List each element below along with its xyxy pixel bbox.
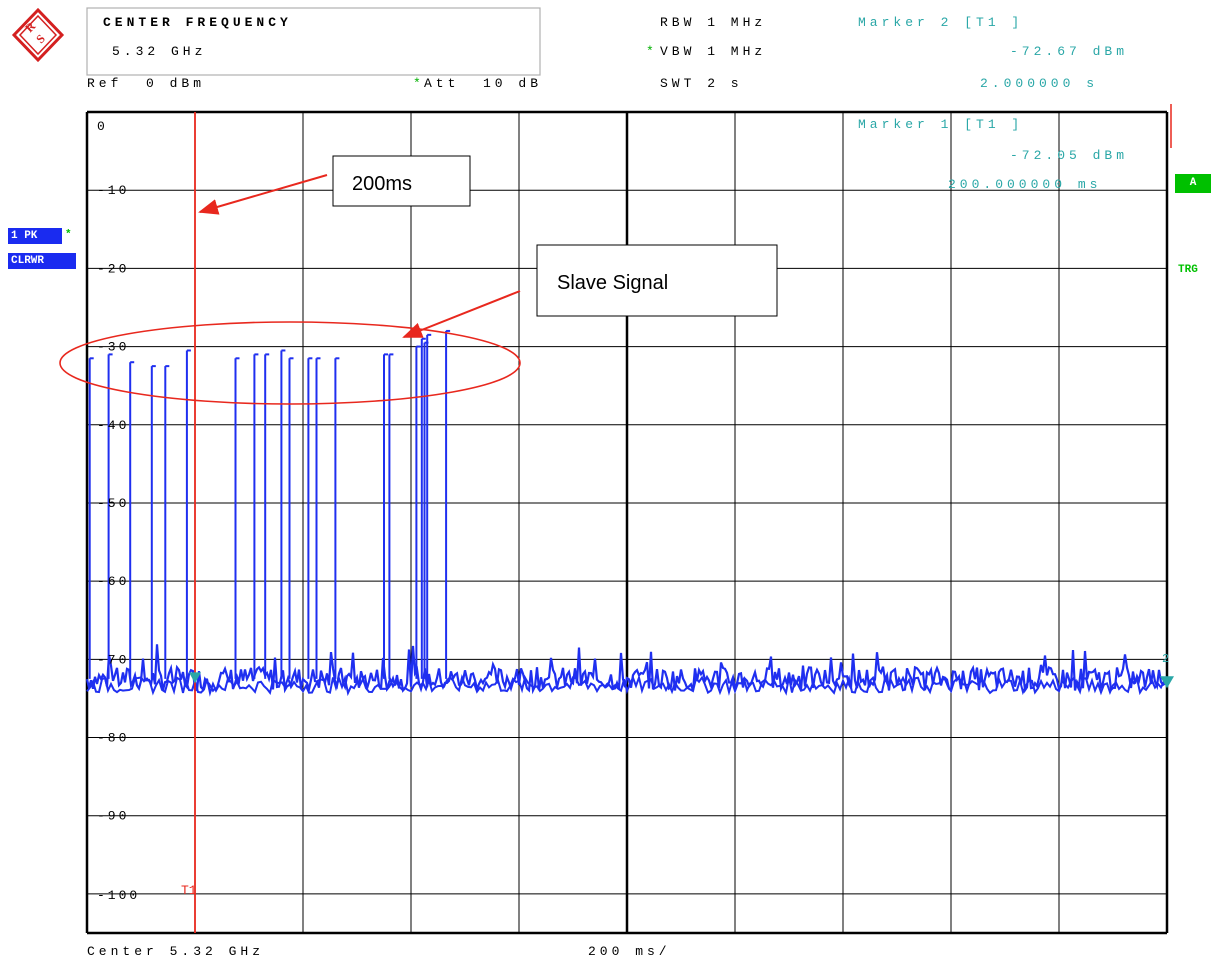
trace-mode-badge: 1 PK	[8, 228, 62, 244]
span-footer: 200 ms/	[588, 944, 671, 959]
center-frequency-label: CENTER FREQUENCY	[103, 15, 292, 30]
center-frequency-box	[86, 7, 541, 76]
marker2-time: 2.000000 s	[980, 76, 1099, 91]
y-tick-label: -30	[97, 340, 129, 355]
plot-grid	[85, 110, 1169, 935]
y-tick-label: -40	[97, 418, 129, 433]
marker1-title: Marker 1 [T1 ]	[858, 117, 1024, 132]
noise-floor-band	[86, 673, 1168, 697]
rbw-readout: RBW 1 MHz	[660, 15, 767, 30]
time-callout-text: 200ms	[352, 173, 412, 195]
trace-1	[85, 329, 1169, 697]
y-tick-label: -60	[97, 574, 129, 589]
y-tick-label: -80	[97, 731, 129, 746]
marker1-trace-label: T1	[181, 883, 197, 898]
attenuation: Att 10 dB	[424, 76, 543, 91]
trace-mode-1: 1 PK	[11, 230, 38, 242]
trace-mode-2: CLRWR	[11, 255, 45, 267]
vbw-readout: VBW 1 MHz	[660, 44, 767, 59]
marker2-triangle	[1160, 676, 1174, 689]
att-star: *	[413, 76, 425, 91]
trace-mode-clrwr-badge: CLRWR	[8, 253, 76, 269]
y-tick-label: -90	[97, 809, 129, 824]
a-badge-label: A	[1189, 177, 1197, 189]
center-frequency-value: 5.32 GHz	[112, 44, 207, 59]
time-callout-box	[332, 155, 471, 207]
annotation-layer: 200ms Slave Signal	[59, 155, 778, 405]
a-badge: A	[1175, 174, 1211, 193]
vbw-star: *	[646, 44, 658, 59]
y-tick-label: -100	[97, 888, 140, 903]
marker1-triangle	[189, 672, 201, 684]
y-tick-label: -20	[97, 261, 129, 276]
trg-badge: TRG	[1178, 264, 1198, 276]
signal-callout-arrow	[402, 290, 521, 338]
marker1-time: 200.000000 ms	[948, 177, 1102, 192]
signal-callout-text: Slave Signal	[557, 272, 668, 294]
marker2-level: -72.67 dBm	[1010, 44, 1129, 59]
center-footer: Center 5.32 GHz	[87, 944, 265, 959]
markers-layer: T1 2	[181, 104, 1174, 933]
y-tick-labels: 0 -10 -20 -30 -40 -50 -60 -70 -80 -90 -100	[97, 119, 140, 903]
y-tick-label: -70	[97, 652, 129, 667]
y-tick-label: 0	[97, 119, 108, 134]
marker1-level: -72.05 dBm	[1010, 148, 1129, 163]
noise-floor	[85, 644, 1169, 695]
signal-callout-box	[536, 244, 778, 317]
signal-ellipse	[59, 321, 521, 405]
y-tick-label: -50	[97, 496, 129, 511]
rohde-schwarz-logo-icon: R S	[11, 7, 65, 63]
ref-level: Ref 0 dBm	[87, 76, 206, 91]
trace-mode-star: *	[65, 229, 72, 241]
swt-readout: SWT 2 s	[660, 76, 743, 91]
y-tick-label: -10	[97, 183, 129, 198]
marker2-number: 2	[1162, 652, 1169, 666]
time-callout-arrow	[198, 174, 328, 215]
marker2-title: Marker 2 [T1 ]	[858, 15, 1024, 30]
